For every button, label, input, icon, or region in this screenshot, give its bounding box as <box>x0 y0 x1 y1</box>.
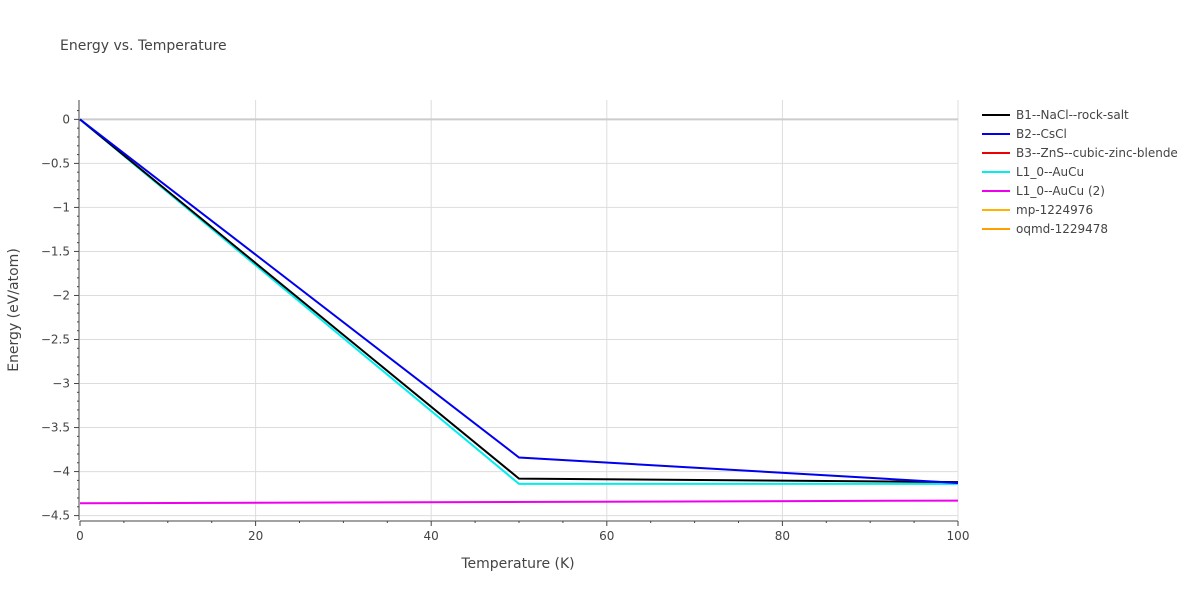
y-tick-labels: 0 −0.5 −1 −1.5 −2 −2.5 −3 −3.5 −4 −4.5 <box>41 112 70 522</box>
y-tick-label: −1.5 <box>41 244 70 258</box>
grid <box>80 100 959 520</box>
legend-item[interactable]: oqmd-1229478 <box>982 222 1108 236</box>
legend-label: B2--CsCl <box>1016 127 1067 141</box>
y-tick-label: −1 <box>52 200 70 214</box>
y-axis-title: Energy (eV/atom) <box>6 248 22 372</box>
legend-item[interactable]: L1_0--AuCu (2) <box>982 184 1105 198</box>
x-tick-label: 60 <box>599 529 614 543</box>
x-tick-label: 100 <box>947 529 970 543</box>
legend-item[interactable]: B3--ZnS--cubic-zinc-blende <box>982 146 1178 160</box>
x-tick-label: 20 <box>248 529 263 543</box>
series-line-3 <box>79 118 958 485</box>
series-line-1 <box>79 118 959 484</box>
y-tick-label: −3.5 <box>41 421 70 435</box>
chart-title: Energy vs. Temperature <box>60 38 227 54</box>
series-lines <box>79 118 959 505</box>
y-tick-label: −2.5 <box>41 332 70 346</box>
y-tick-label: 0 <box>62 112 70 126</box>
legend-label: oqmd-1229478 <box>1016 222 1108 236</box>
x-tick-label: 0 <box>76 529 84 543</box>
legend[interactable]: B1--NaCl--rock-salt B2--CsCl B3--ZnS--cubi… <box>982 108 1178 236</box>
legend-label: B3--ZnS--cubic-zinc-blende <box>1016 146 1178 160</box>
x-tick-label: 40 <box>424 529 439 543</box>
legend-label: L1_0--AuCu <box>1016 165 1084 179</box>
y-tick-label: −4 <box>52 465 70 479</box>
legend-item[interactable]: L1_0--AuCu <box>982 165 1084 179</box>
x-tick-label: 80 <box>775 529 790 543</box>
legend-label: L1_0--AuCu (2) <box>1016 184 1105 198</box>
legend-item[interactable]: B1--NaCl--rock-salt <box>982 108 1129 122</box>
y-tick-label: −4.5 <box>41 509 70 523</box>
series-line-4 <box>79 499 959 505</box>
y-tick-label: −3 <box>52 377 70 391</box>
legend-item[interactable]: B2--CsCl <box>982 127 1067 141</box>
y-tick-label: −0.5 <box>41 156 70 170</box>
y-tick-label: −2 <box>52 288 70 302</box>
x-axis-title: Temperature (K) <box>460 556 574 572</box>
series-line-0 <box>79 118 959 484</box>
legend-label: B1--NaCl--rock-salt <box>1016 108 1129 122</box>
axes <box>74 100 959 526</box>
x-tick-labels: 0 20 40 60 80 100 <box>76 529 969 543</box>
legend-item[interactable]: mp-1224976 <box>982 203 1093 217</box>
legend-label: mp-1224976 <box>1016 203 1093 217</box>
